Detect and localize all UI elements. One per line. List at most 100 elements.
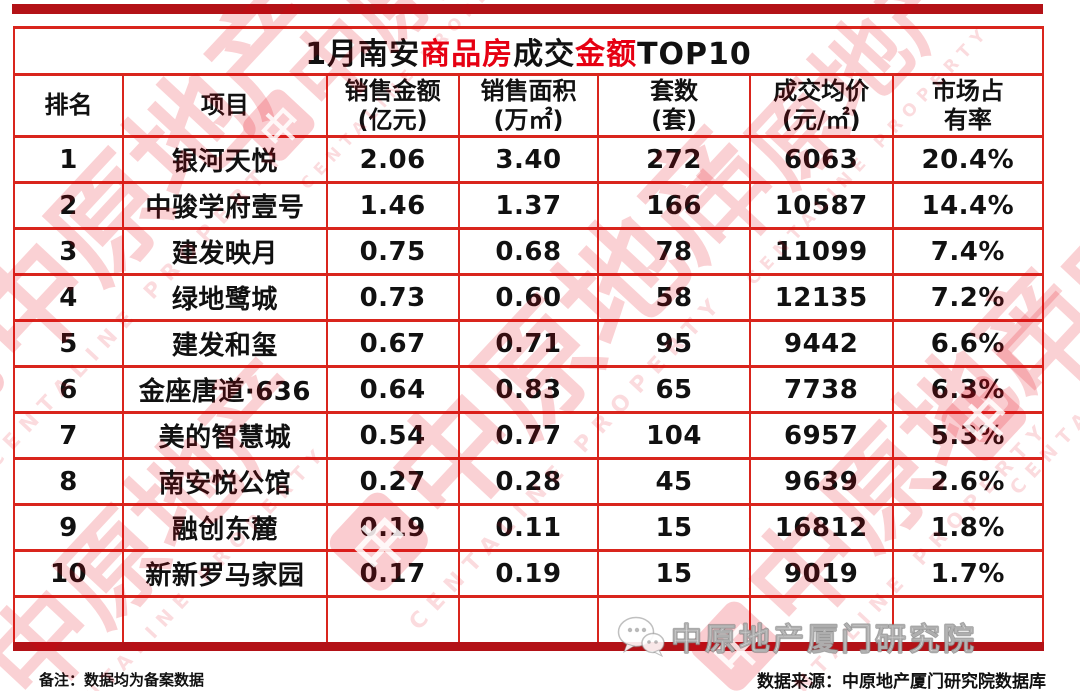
column-header-1: 排名 bbox=[12, 73, 125, 138]
cell-project: 南安悦公馆 bbox=[122, 457, 328, 506]
cell-units: 45 bbox=[597, 457, 751, 506]
title-part-accent: 金额 bbox=[575, 37, 638, 72]
cell-area: 0.28 bbox=[457, 457, 600, 506]
spacer-cell bbox=[12, 595, 125, 643]
table-wrap: 1月南安商品房成交金额TOP10 排名 项目 销售金额 (亿元) 销售面积 (万㎡) 套数(… bbox=[12, 26, 1045, 651]
table-row: 10 新新罗马家园 0.17 0.19 15 9019 1.7% bbox=[12, 549, 1045, 598]
cell-share: 6.3% bbox=[891, 365, 1045, 414]
footer: 备注：数据均为备案数据 数据来源：中原地产厦门研究院数据库 bbox=[13, 668, 1046, 692]
cell-project: 金座唐道·636 bbox=[122, 365, 328, 414]
cell-share: 2.6% bbox=[891, 457, 1045, 506]
column-label: 销售面积 bbox=[480, 77, 577, 106]
cell-price: 10587 bbox=[748, 181, 894, 230]
cell-amount: 1.46 bbox=[325, 181, 460, 230]
cell-price: 9639 bbox=[748, 457, 894, 506]
cell-rank: 7 bbox=[12, 411, 125, 460]
title-part: 成交 bbox=[513, 37, 576, 72]
spacer-cell bbox=[597, 595, 751, 643]
column-unit: (元/㎡) bbox=[781, 105, 861, 134]
top-accent-bar bbox=[12, 4, 1043, 14]
cell-amount: 0.19 bbox=[325, 503, 460, 552]
cell-area: 0.11 bbox=[457, 503, 600, 552]
cell-share: 20.4% bbox=[891, 135, 1045, 184]
footer-source: 数据来源：中原地产厦门研究院数据库 bbox=[757, 671, 1046, 692]
header-row: 排名 项目 销售金额 (亿元) 销售面积 (万㎡) 套数 (套) 成交均价 (元/㎡) 市场占有率 bbox=[12, 73, 1045, 138]
column-header-6: 成交均价 (元/㎡) bbox=[748, 73, 894, 138]
column-label: 市场占有率 bbox=[931, 77, 1004, 134]
cell-share: 1.8% bbox=[891, 503, 1045, 552]
spacer-cell bbox=[122, 595, 328, 643]
cell-units: 15 bbox=[597, 503, 751, 552]
cell-share: 1.7% bbox=[891, 549, 1045, 598]
cell-share: 6.6% bbox=[891, 319, 1045, 368]
column-label: 项目 bbox=[200, 91, 249, 120]
cell-project: 建发和玺 bbox=[122, 319, 328, 368]
spacer-cell bbox=[748, 595, 894, 643]
column-label: 成交均价 bbox=[773, 77, 870, 106]
cell-area: 0.77 bbox=[457, 411, 600, 460]
cell-share: 14.4% bbox=[891, 181, 1045, 230]
cell-units: 104 bbox=[597, 411, 751, 460]
table-row: 3 建发映月 0.75 0.68 78 11099 7.4% bbox=[12, 227, 1045, 276]
cell-share: 7.2% bbox=[891, 273, 1045, 322]
cell-project: 美的智慧城 bbox=[122, 411, 328, 460]
column-header-3: 销售金额 (亿元) bbox=[325, 73, 460, 138]
table-row: 5 建发和玺 0.67 0.71 95 9442 6.6% bbox=[12, 319, 1045, 368]
cell-area: 0.83 bbox=[457, 365, 600, 414]
cell-project: 绿地鹭城 bbox=[122, 273, 328, 322]
table-row: 4 绿地鹭城 0.73 0.60 58 12135 7.2% bbox=[12, 273, 1045, 322]
cell-units: 15 bbox=[597, 549, 751, 598]
cell-area: 0.19 bbox=[457, 549, 600, 598]
column-label: 排名 bbox=[44, 91, 93, 120]
cell-price: 6063 bbox=[748, 135, 894, 184]
cell-area: 3.40 bbox=[457, 135, 600, 184]
cell-area: 0.60 bbox=[457, 273, 600, 322]
cell-amount: 0.73 bbox=[325, 273, 460, 322]
title-part: 1月南安 bbox=[305, 37, 421, 72]
cell-area: 1.37 bbox=[457, 181, 600, 230]
table-row: 9 融创东麓 0.19 0.11 15 16812 1.8% bbox=[12, 503, 1045, 552]
cell-price: 9019 bbox=[748, 549, 894, 598]
cell-amount: 2.06 bbox=[325, 135, 460, 184]
cell-project: 中骏学府壹号 bbox=[122, 181, 328, 230]
column-header-5: 套数 (套) bbox=[597, 73, 751, 138]
cell-rank: 5 bbox=[12, 319, 125, 368]
cell-share: 7.4% bbox=[891, 227, 1045, 276]
cell-rank: 8 bbox=[12, 457, 125, 506]
spacer-cell bbox=[891, 595, 1045, 643]
footer-note: 备注：数据均为备案数据 bbox=[39, 670, 205, 689]
table-body: 1 银河天悦 2.06 3.40 272 6063 20.4% 2 中骏学府壹号 1.46 1.37… bbox=[12, 135, 1045, 643]
cell-price: 12135 bbox=[748, 273, 894, 322]
cell-rank: 2 bbox=[12, 181, 125, 230]
column-header-4: 销售面积 (万㎡) bbox=[457, 73, 600, 138]
cell-units: 58 bbox=[597, 273, 751, 322]
cell-price: 7738 bbox=[748, 365, 894, 414]
cell-units: 65 bbox=[597, 365, 751, 414]
cell-project: 新新罗马家园 bbox=[122, 549, 328, 598]
cell-price: 16812 bbox=[748, 503, 894, 552]
table-row: 2 中骏学府壹号 1.46 1.37 166 10587 14.4% bbox=[12, 181, 1045, 230]
table-spacer-row bbox=[12, 595, 1045, 643]
spacer-cell bbox=[325, 595, 460, 643]
cell-amount: 0.75 bbox=[325, 227, 460, 276]
column-header-2: 项目 bbox=[122, 73, 328, 138]
cell-project: 银河天悦 bbox=[122, 135, 328, 184]
column-label: 销售金额 bbox=[344, 77, 441, 106]
cell-amount: 0.64 bbox=[325, 365, 460, 414]
cell-share: 5.3% bbox=[891, 411, 1045, 460]
cell-area: 0.68 bbox=[457, 227, 600, 276]
cell-rank: 6 bbox=[12, 365, 125, 414]
cell-area: 0.71 bbox=[457, 319, 600, 368]
spacer-cell bbox=[457, 595, 600, 643]
cell-rank: 9 bbox=[12, 503, 125, 552]
column-unit: (套) bbox=[651, 105, 698, 134]
cell-amount: 0.67 bbox=[325, 319, 460, 368]
cell-price: 9442 bbox=[748, 319, 894, 368]
cell-rank: 3 bbox=[12, 227, 125, 276]
title-part-accent: 商品房 bbox=[420, 37, 514, 72]
cell-rank: 10 bbox=[12, 549, 125, 598]
cell-price: 6957 bbox=[748, 411, 894, 460]
cell-project: 建发映月 bbox=[122, 227, 328, 276]
cell-amount: 0.54 bbox=[325, 411, 460, 460]
cell-units: 166 bbox=[597, 181, 751, 230]
